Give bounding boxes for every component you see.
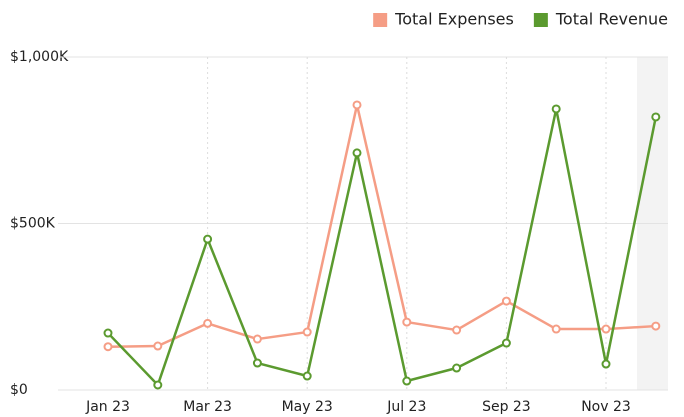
point bbox=[601, 359, 611, 369]
point bbox=[452, 363, 462, 373]
point bbox=[501, 338, 511, 348]
x-tick-label: May 23 bbox=[282, 399, 333, 415]
series-line bbox=[107, 107, 658, 387]
legend-swatch bbox=[373, 13, 388, 27]
point bbox=[103, 328, 113, 338]
x-tick-label: Mar 23 bbox=[183, 399, 232, 415]
y-tick-label: $0 bbox=[10, 382, 28, 398]
point bbox=[352, 148, 362, 158]
point bbox=[651, 112, 661, 122]
point bbox=[203, 318, 213, 328]
x-tick-label: Jan 23 bbox=[85, 399, 130, 415]
point bbox=[601, 324, 611, 334]
point bbox=[452, 325, 462, 335]
point bbox=[501, 296, 511, 306]
point bbox=[153, 341, 163, 351]
point bbox=[651, 321, 661, 331]
y-tick-label: $1,000K bbox=[10, 49, 69, 65]
legend-swatch bbox=[533, 13, 548, 27]
point bbox=[302, 327, 312, 337]
point bbox=[352, 100, 362, 110]
legend-label: Total Expenses bbox=[394, 10, 514, 29]
point bbox=[402, 376, 412, 386]
point bbox=[302, 371, 312, 381]
point bbox=[203, 234, 213, 244]
x-tick-label: Jul 23 bbox=[386, 399, 426, 415]
point bbox=[551, 104, 561, 114]
point bbox=[402, 317, 412, 327]
x-tick-label: Sep 23 bbox=[482, 399, 531, 415]
x-tick-label: Nov 23 bbox=[581, 399, 631, 415]
point bbox=[551, 324, 561, 334]
point bbox=[103, 342, 113, 352]
series-line bbox=[107, 103, 656, 348]
point bbox=[153, 380, 163, 390]
point bbox=[252, 334, 262, 344]
legend-label: Total Revenue bbox=[555, 10, 668, 29]
point bbox=[252, 358, 262, 368]
y-tick-label: $500K bbox=[10, 216, 56, 232]
